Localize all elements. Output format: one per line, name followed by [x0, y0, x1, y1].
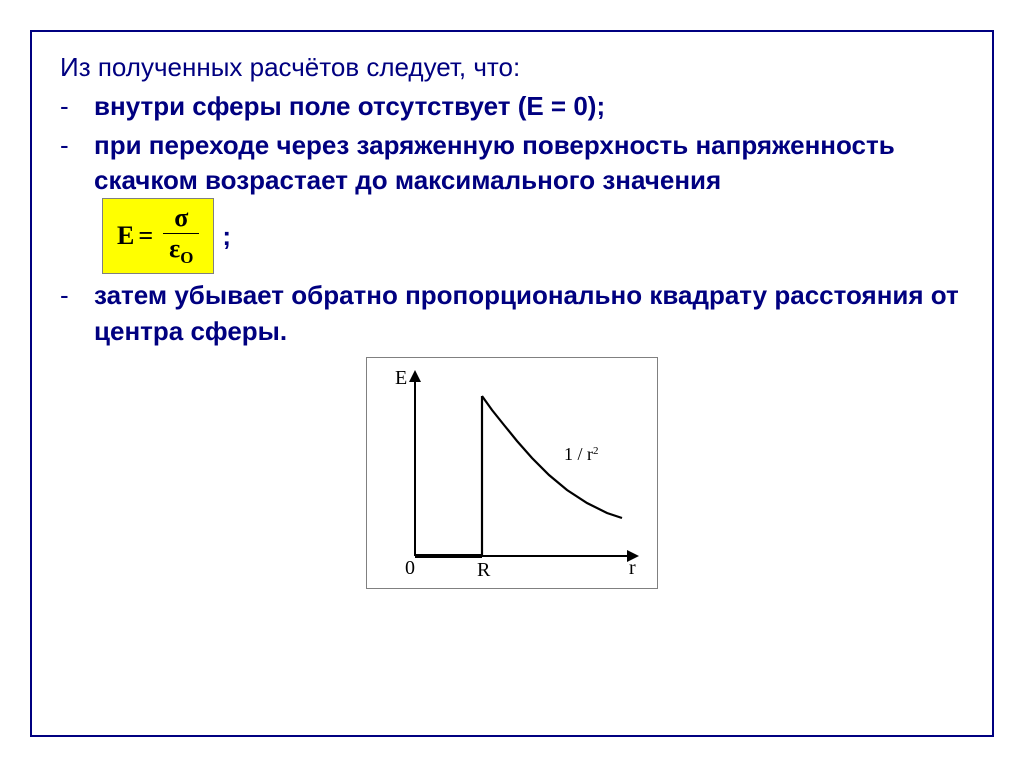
- svg-text:1 / r2: 1 / r2: [564, 444, 599, 464]
- bullet-3-text: затем убывает обратно пропорционально кв…: [94, 278, 964, 348]
- formula-eq: E = σ εO: [117, 205, 199, 267]
- svg-text:r: r: [629, 557, 636, 579]
- svg-text:E: E: [395, 367, 407, 389]
- svg-text:R: R: [477, 559, 491, 581]
- bullet-1-text: внутри сферы поле отсутствует (Е = 0);: [94, 89, 964, 124]
- bullet-2-after: ;: [222, 219, 231, 254]
- formula-den-sub: O: [180, 249, 193, 268]
- svg-text:0: 0: [405, 557, 415, 579]
- slide-frame: Из полученных расчётов следует, что: - в…: [30, 30, 994, 737]
- bullet-2-before: при переходе через заряженную поверхност…: [94, 128, 964, 198]
- field-chart: Er 0 R 1 / r2: [366, 357, 658, 589]
- formula-lhs: E: [117, 223, 134, 249]
- bullet-3: - затем убывает обратно пропорционально …: [60, 278, 964, 348]
- formula-box: E = σ εO: [102, 198, 214, 274]
- intro-line: Из полученных расчётов следует, что:: [60, 50, 964, 85]
- bullet-2: - при переходе через заряженную поверхно…: [60, 128, 964, 274]
- chart-container: Er 0 R 1 / r2: [60, 357, 964, 589]
- formula-denominator: εO: [163, 233, 199, 267]
- formula-numerator: σ: [168, 205, 194, 233]
- bullet-1: - внутри сферы поле отсутствует (Е = 0);: [60, 89, 964, 124]
- bullet-2-text: при переходе через заряженную поверхност…: [94, 128, 964, 274]
- formula-op: =: [138, 223, 153, 249]
- bullet-dash: -: [60, 128, 94, 163]
- bullet-dash: -: [60, 278, 94, 313]
- formula-den-sym: ε: [169, 234, 180, 263]
- formula-fraction: σ εO: [163, 205, 199, 267]
- bullet-dash: -: [60, 89, 94, 124]
